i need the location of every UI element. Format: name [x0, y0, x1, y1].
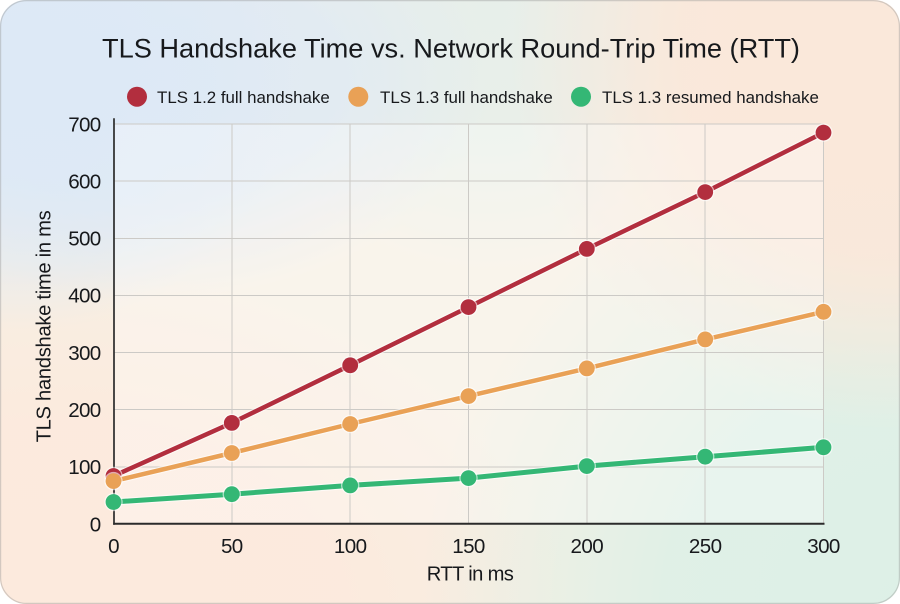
svg-text:400: 400	[68, 285, 101, 308]
svg-text:TLS 1.2 full handshake: TLS 1.2 full handshake	[157, 88, 330, 107]
svg-text:0: 0	[90, 513, 101, 536]
svg-text:TLS 1.3 resumed handshake: TLS 1.3 resumed handshake	[602, 88, 819, 107]
svg-text:200: 200	[571, 535, 604, 558]
svg-text:TLS 1.3 full handshake: TLS 1.3 full handshake	[380, 88, 553, 107]
svg-text:500: 500	[68, 228, 101, 251]
svg-text:50: 50	[221, 535, 243, 558]
svg-text:100: 100	[334, 535, 367, 558]
svg-text:TLS handshake time in ms: TLS handshake time in ms	[33, 210, 55, 442]
svg-text:RTT in ms: RTT in ms	[427, 563, 514, 585]
svg-text:300: 300	[807, 535, 840, 558]
svg-text:100: 100	[68, 456, 101, 479]
svg-text:0: 0	[108, 535, 119, 558]
svg-text:300: 300	[68, 342, 101, 365]
svg-text:600: 600	[68, 170, 101, 193]
svg-text:700: 700	[68, 113, 101, 136]
svg-text:150: 150	[452, 535, 485, 558]
svg-text:TLS Handshake Time vs. Network: TLS Handshake Time vs. Network Round-Tri…	[102, 32, 800, 63]
svg-text:250: 250	[689, 535, 722, 558]
svg-text:200: 200	[68, 399, 101, 422]
